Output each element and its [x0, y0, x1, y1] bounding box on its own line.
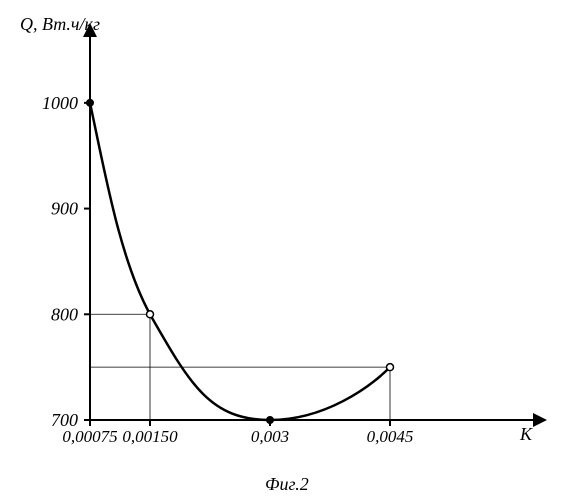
- marker-solid: [267, 417, 274, 424]
- y-tick-label: 800: [51, 304, 78, 324]
- x-tick-label: 0,003: [251, 427, 289, 446]
- x-tick-label: 0,00075: [62, 427, 117, 446]
- y-tick-label: 900: [51, 199, 78, 219]
- figure-caption: Фиг.2: [265, 474, 309, 494]
- marker-solid: [87, 99, 94, 106]
- y-ticks: 7008009001000: [42, 93, 90, 430]
- x-tick-label: 0,00150: [122, 427, 178, 446]
- curve: [90, 103, 390, 420]
- chart: Q, Вт.ч/кг К 7008009001000 0,000750,0015…: [0, 0, 574, 500]
- y-axis-label: Q, Вт.ч/кг: [20, 14, 100, 34]
- marker-open: [147, 311, 154, 318]
- y-tick-label: 1000: [42, 93, 78, 113]
- x-tick-label: 0,0045: [367, 427, 414, 446]
- x-axis-label: К: [519, 424, 533, 444]
- x-ticks: 0,00075 0,00150 0,003 0,0045: [62, 420, 413, 446]
- marker-open: [387, 364, 394, 371]
- markers: [87, 99, 394, 423]
- guide-lines: [90, 314, 390, 420]
